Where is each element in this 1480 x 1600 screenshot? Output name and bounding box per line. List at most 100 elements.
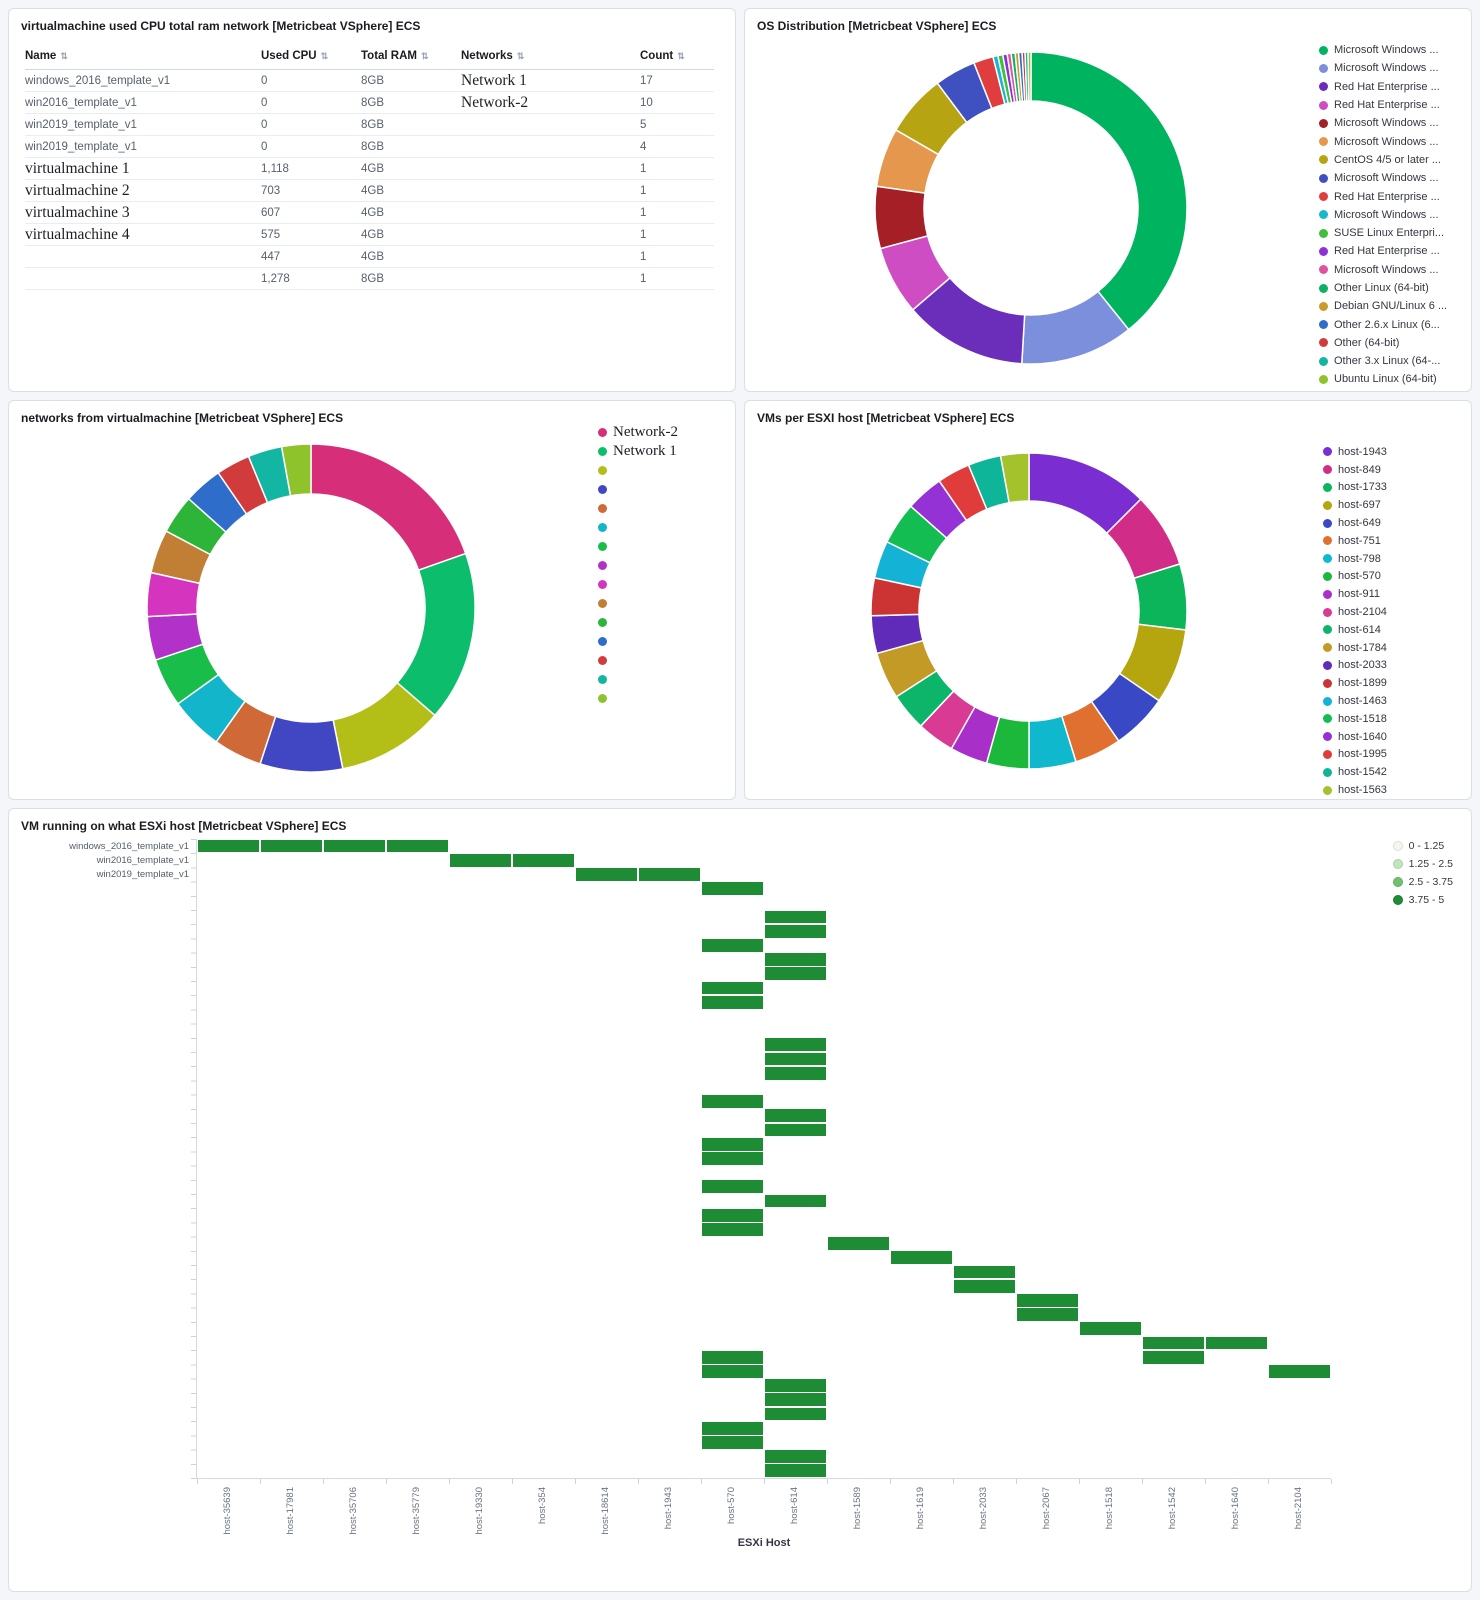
heatmap-cell[interactable] <box>702 995 763 1009</box>
heatmap-cell[interactable] <box>702 1223 763 1236</box>
legend-item[interactable] <box>598 594 678 613</box>
legend-item-microsoft-windows[interactable]: Microsoft Windows ... <box>1319 59 1467 77</box>
legend-item-host-1784[interactable]: host-1784 <box>1323 639 1463 657</box>
heatmap-cell[interactable] <box>765 1450 826 1463</box>
legend-item-debian-gnu-linux-6[interactable]: Debian GNU/Linux 6 ... <box>1319 297 1467 315</box>
legend-item-other-3-x-linux-64[interactable]: Other 3.x Linux (64-... <box>1319 352 1467 370</box>
legend-item-host-614[interactable]: host-614 <box>1323 621 1463 639</box>
legend-item-ubuntu-linux-64-bit[interactable]: Ubuntu Linux (64-bit) <box>1319 370 1467 388</box>
legend-item[interactable] <box>598 651 678 670</box>
legend-item-host-798[interactable]: host-798 <box>1323 550 1463 568</box>
heatmap-cell[interactable] <box>954 1265 1015 1279</box>
column-header-count[interactable]: Count ⇅ <box>640 43 714 70</box>
heatmap-cell[interactable] <box>702 1421 763 1435</box>
legend-item-microsoft-windows[interactable]: Microsoft Windows ... <box>1319 206 1467 224</box>
legend-item-0-1-25[interactable]: 0 - 1.25 <box>1392 837 1453 855</box>
heatmap-cell[interactable] <box>765 1393 826 1407</box>
donut-slice-network-2[interactable] <box>310 443 467 572</box>
heatmap-cell[interactable] <box>1269 1365 1330 1378</box>
legend-item[interactable] <box>598 632 678 651</box>
heatmap-cell[interactable] <box>765 1464 826 1478</box>
legend-item-microsoft-windows[interactable]: Microsoft Windows ... <box>1319 41 1467 59</box>
heatmap-cell[interactable] <box>702 981 763 995</box>
heatmap-cell[interactable] <box>702 1095 763 1108</box>
legend-item-host-1640[interactable]: host-1640 <box>1323 728 1463 746</box>
legend-item[interactable] <box>598 613 678 632</box>
legend-item-microsoft-windows[interactable]: Microsoft Windows ... <box>1319 132 1467 150</box>
legend-item-centos-4-5-or-later[interactable]: CentOS 4/5 or later ... <box>1319 151 1467 169</box>
legend-item-other-2-6-x-linux-6[interactable]: Other 2.6.x Linux (6... <box>1319 315 1467 333</box>
legend-item-host-2104[interactable]: host-2104 <box>1323 603 1463 621</box>
heatmap-cell[interactable] <box>954 1279 1015 1293</box>
legend-item[interactable] <box>598 518 678 537</box>
heatmap-cell[interactable] <box>765 1038 826 1052</box>
heatmap-cell[interactable] <box>387 839 448 853</box>
legend-item[interactable] <box>598 461 678 480</box>
legend-item[interactable] <box>598 480 678 499</box>
legend-item-host-570[interactable]: host-570 <box>1323 568 1463 586</box>
legend-item-microsoft-windows[interactable]: Microsoft Windows ... <box>1319 261 1467 279</box>
legend-item[interactable] <box>598 537 678 556</box>
legend-item-other-linux-64-bit[interactable]: Other Linux (64-bit) <box>1319 279 1467 297</box>
legend-item[interactable] <box>598 556 678 575</box>
heatmap-cell[interactable] <box>576 868 637 881</box>
heatmap-cell[interactable] <box>765 967 826 981</box>
heatmap-cell[interactable] <box>765 1379 826 1392</box>
heatmap-cell[interactable] <box>891 1251 952 1265</box>
legend-item-host-1733[interactable]: host-1733 <box>1323 479 1463 497</box>
legend-item-host-1542[interactable]: host-1542 <box>1323 763 1463 781</box>
legend-item-network-2[interactable]: Network-2 <box>598 423 678 442</box>
heatmap-cell[interactable] <box>702 1137 763 1151</box>
legend-item-red-hat-enterprise[interactable]: Red Hat Enterprise ... <box>1319 242 1467 260</box>
heatmap-cell[interactable] <box>1143 1350 1204 1364</box>
legend-item-red-hat-enterprise[interactable]: Red Hat Enterprise ... <box>1319 78 1467 96</box>
column-header-name[interactable]: Name ⇅ <box>25 43 261 70</box>
column-header-total-ram[interactable]: Total RAM ⇅ <box>361 43 461 70</box>
legend-item-host-697[interactable]: host-697 <box>1323 496 1463 514</box>
donut-slice[interactable] <box>280 443 312 497</box>
legend-item-host-751[interactable]: host-751 <box>1323 532 1463 550</box>
legend-item-2-5-3-75[interactable]: 2.5 - 3.75 <box>1392 873 1453 891</box>
legend-item-other-64-bit[interactable]: Other (64-bit) <box>1319 334 1467 352</box>
heatmap-cell[interactable] <box>450 853 511 867</box>
legend-item-host-1995[interactable]: host-1995 <box>1323 746 1463 764</box>
legend-item-3-75-5[interactable]: 3.75 - 5 <box>1392 891 1453 909</box>
heatmap-cell[interactable] <box>765 910 826 924</box>
heatmap-cell[interactable] <box>765 953 826 966</box>
legend-item[interactable] <box>598 575 678 594</box>
legend-item-host-1563[interactable]: host-1563 <box>1323 781 1463 799</box>
heatmap-cell[interactable] <box>198 839 259 853</box>
heatmap-cell[interactable] <box>702 1436 763 1449</box>
legend-item-host-911[interactable]: host-911 <box>1323 585 1463 603</box>
heatmap-cell[interactable] <box>639 868 700 881</box>
legend-item-1-25-2-5[interactable]: 1.25 - 2.5 <box>1392 855 1453 873</box>
heatmap-cell[interactable] <box>702 1365 763 1378</box>
heatmap-cell[interactable] <box>1017 1308 1078 1321</box>
legend-item-host-649[interactable]: host-649 <box>1323 514 1463 532</box>
donut-slice-network-1[interactable] <box>396 552 476 717</box>
legend-item-host-849[interactable]: host-849 <box>1323 461 1463 479</box>
legend-item[interactable] <box>598 670 678 689</box>
legend-item-host-1943[interactable]: host-1943 <box>1323 443 1463 461</box>
heatmap-cell[interactable] <box>702 1350 763 1364</box>
heatmap-cell[interactable] <box>513 853 574 867</box>
donut-slice-host-1563[interactable] <box>999 452 1030 504</box>
legend-item-host-2033[interactable]: host-2033 <box>1323 657 1463 675</box>
heatmap-cell[interactable] <box>702 1180 763 1194</box>
legend-item-microsoft-windows[interactable]: Microsoft Windows ... <box>1319 169 1467 187</box>
donut-slice-ubuntu-linux-64-bit[interactable] <box>1027 51 1032 102</box>
heatmap-cell[interactable] <box>765 1194 826 1208</box>
legend-item-microsoft-windows[interactable]: Microsoft Windows ... <box>1319 114 1467 132</box>
heatmap-cell[interactable] <box>828 1237 889 1250</box>
legend-item-suse-linux-enterpri[interactable]: SUSE Linux Enterpri... <box>1319 224 1467 242</box>
heatmap-cell[interactable] <box>765 1407 826 1421</box>
legend-item-host-1518[interactable]: host-1518 <box>1323 710 1463 728</box>
legend-item-red-hat-enterprise[interactable]: Red Hat Enterprise ... <box>1319 187 1467 205</box>
legend-item-host-1899[interactable]: host-1899 <box>1323 674 1463 692</box>
heatmap-cell[interactable] <box>702 1152 763 1165</box>
legend-item-host-1463[interactable]: host-1463 <box>1323 692 1463 710</box>
heatmap-cell[interactable] <box>765 1052 826 1066</box>
heatmap-cell[interactable] <box>765 1123 826 1137</box>
legend-item-red-hat-enterprise[interactable]: Red Hat Enterprise ... <box>1319 96 1467 114</box>
heatmap-cell[interactable] <box>702 939 763 952</box>
